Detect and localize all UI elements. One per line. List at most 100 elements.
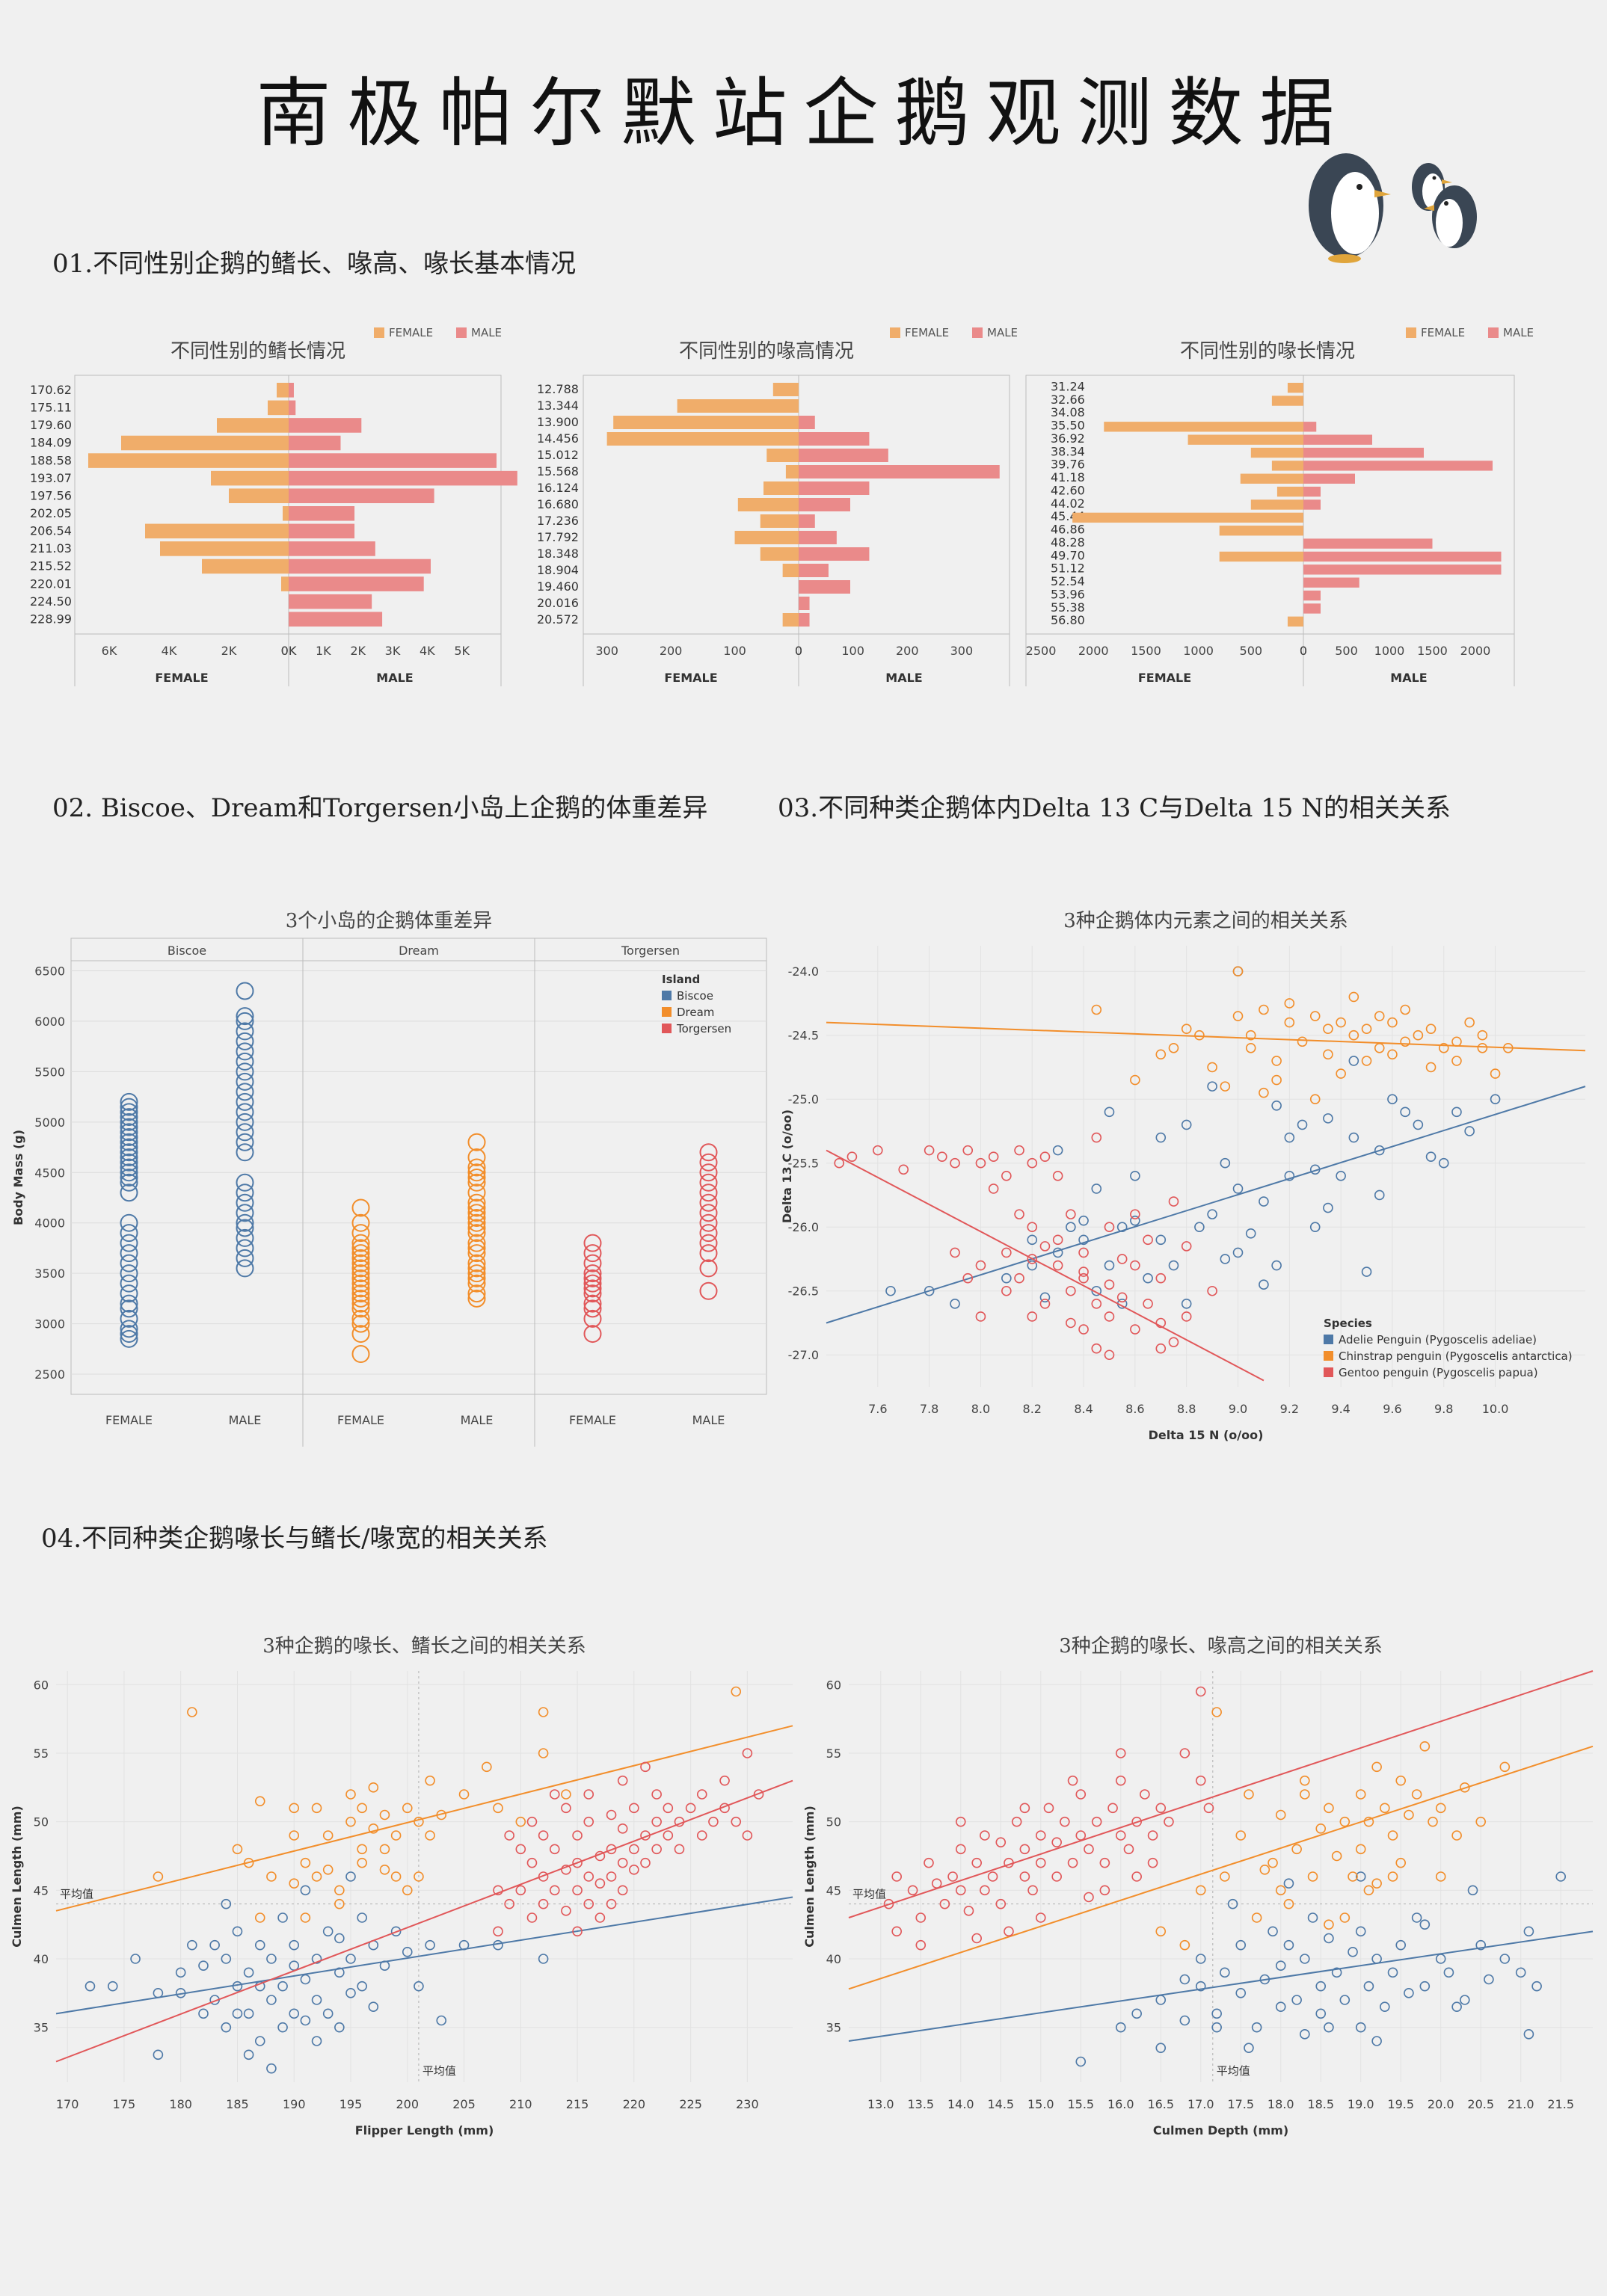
- data-point: [504, 1898, 514, 1909]
- data-point: [1130, 1171, 1140, 1181]
- y-axis-label: Culmen Length (mm): [802, 1806, 817, 1948]
- bar-female: [760, 514, 799, 528]
- data-point: [924, 1857, 934, 1868]
- bar-male: [1303, 434, 1372, 445]
- page-title: 南极帕尔默站企鹅观测数据: [256, 70, 1351, 157]
- data-point: [1155, 1234, 1167, 1246]
- x-tick-label: 9.8: [1434, 1402, 1453, 1416]
- male-tick-label: 1K: [316, 644, 331, 658]
- data-point: [1027, 1311, 1038, 1322]
- data-point: [351, 1259, 370, 1278]
- reference-label-mean: 平均值: [60, 1888, 93, 1901]
- data-point: [1107, 1803, 1118, 1814]
- data-point: [583, 1244, 602, 1263]
- data-point: [1523, 2029, 1534, 2040]
- data-point: [685, 1803, 696, 1814]
- data-point: [1123, 1844, 1134, 1855]
- data-point: [368, 1823, 379, 1834]
- x-tick-label: 19.0: [1348, 2097, 1374, 2111]
- bar-male: [799, 597, 810, 610]
- data-point: [236, 1012, 254, 1030]
- data-point: [640, 1761, 651, 1773]
- data-point: [583, 1325, 602, 1344]
- data-point: [1460, 1995, 1470, 2005]
- x-tick-label: 13.5: [907, 2097, 934, 2111]
- data-point: [120, 1329, 138, 1348]
- legend-label-male: MALE: [987, 326, 1018, 339]
- data-point: [120, 1148, 138, 1167]
- data-point: [467, 1284, 486, 1303]
- y-tick-label: -26.0: [788, 1220, 819, 1234]
- flipper-culmen-chart: 3种企鹅的喙长、鳍长之间的相关关系 170 175 180 185 190 195 200 20…: [10, 1635, 793, 2138]
- data-point: [311, 2036, 322, 2046]
- category-label: 14.456: [537, 431, 579, 446]
- data-point: [606, 1898, 617, 1909]
- data-point: [351, 1254, 370, 1272]
- data-point: [1271, 1260, 1282, 1271]
- category-label: 42.60: [1051, 483, 1085, 497]
- x-axis-label: Culmen Depth (mm): [1153, 2123, 1288, 2138]
- x-tick-label: 15.0: [1027, 2097, 1054, 2111]
- data-point: [289, 2008, 300, 2019]
- data-point: [236, 1007, 254, 1026]
- bar-female: [1250, 499, 1303, 510]
- data-point: [467, 1213, 486, 1232]
- data-point: [221, 1898, 232, 1909]
- data-point: [1232, 1011, 1244, 1021]
- x-tick-label: 225: [679, 2097, 702, 2111]
- bar-female: [281, 576, 289, 591]
- data-point: [1348, 991, 1359, 1003]
- data-point: [351, 1234, 370, 1252]
- data-point: [1339, 1912, 1351, 1923]
- data-point: [467, 1244, 486, 1263]
- bar-male: [289, 558, 431, 574]
- data-point: [1075, 1830, 1087, 1841]
- culmen-depth-pyramid-panel: 不同性别的喙高情况 FEMALE MALE 12.788 13.344 13.900 14.…: [516, 314, 1018, 688]
- x-axis-label: Delta 15 N (o/oo): [1149, 1428, 1264, 1442]
- data-point: [606, 1871, 617, 1882]
- y-tick-label: 40: [826, 1952, 841, 1966]
- category-label: 188.58: [30, 453, 72, 467]
- data-point: [1245, 1228, 1256, 1239]
- data-point: [583, 1264, 602, 1283]
- data-point: [277, 1980, 288, 1992]
- bar-male: [799, 498, 850, 511]
- data-point: [1039, 1151, 1051, 1162]
- data-point: [708, 1816, 719, 1827]
- category-label: 56.80: [1051, 613, 1085, 627]
- data-point: [971, 1857, 982, 1868]
- culmen-depth-pyramid-chart: 不同性别的喙高情况 FEMALE MALE 12.788 13.344 13.900 14.…: [537, 326, 1018, 686]
- legend-label-female: FEMALE: [1421, 326, 1465, 339]
- data-point: [1168, 1196, 1179, 1207]
- data-point: [526, 1912, 538, 1923]
- data-point: [1131, 1816, 1142, 1827]
- bar-female: [606, 432, 799, 446]
- data-point: [915, 1912, 927, 1923]
- data-point: [1413, 1029, 1424, 1041]
- data-point: [232, 1926, 243, 1937]
- male-tick-label: 500: [1335, 644, 1358, 658]
- section-title-4: 04.不同种类企鹅喙长与鳍长/喙宽的相关关系: [41, 1524, 548, 1554]
- axis-label-female: FEMALE: [664, 671, 717, 685]
- data-point: [572, 1830, 583, 1841]
- data-point: [351, 1213, 370, 1232]
- male-tick-label: 4K: [420, 644, 435, 658]
- data-point: [266, 2063, 277, 2074]
- data-point: [357, 1980, 367, 1992]
- data-point: [731, 1686, 742, 1697]
- data-point: [1387, 1049, 1398, 1060]
- data-point: [351, 1294, 370, 1313]
- data-point: [606, 1844, 617, 1855]
- y-tick-label: 6500: [34, 964, 65, 978]
- data-point: [120, 1173, 138, 1192]
- data-point: [120, 1244, 138, 1263]
- trend-line: [826, 1149, 1265, 1382]
- data-point: [1140, 1789, 1150, 1800]
- data-point: [1194, 1222, 1205, 1233]
- data-point: [538, 1954, 549, 1964]
- male-tick-label: 2000: [1460, 644, 1491, 658]
- data-point: [504, 1830, 514, 1841]
- axis-label-female: FEMALE: [155, 671, 208, 685]
- data-point: [572, 1857, 583, 1868]
- data-point: [1211, 2008, 1222, 2019]
